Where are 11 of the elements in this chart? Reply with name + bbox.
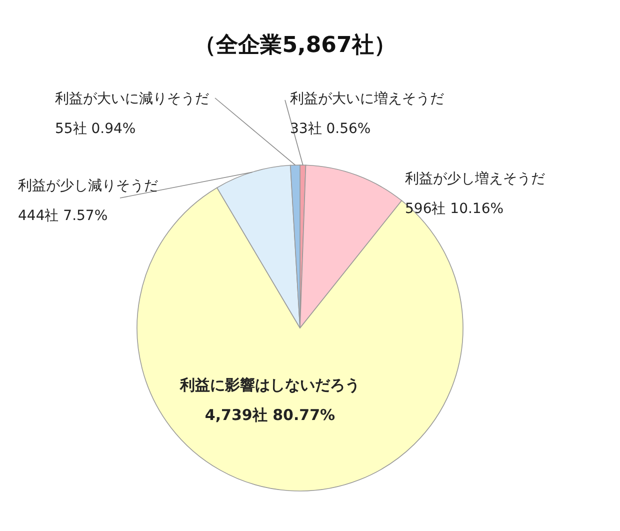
slice-label: 利益が少し減りそうだ — [18, 178, 158, 194]
data-label: 33社 0.56% — [290, 121, 371, 137]
data-label: 4,739社 80.77% — [204, 406, 336, 424]
slice-label: 利益に影響はしないだろう — [179, 376, 360, 394]
slice-label: 利益が大いに減りそうだ — [55, 91, 209, 107]
data-label: 596社 10.16% — [405, 201, 504, 217]
data-label: 444社 7.57% — [18, 208, 108, 224]
data-label: 55社 0.94% — [55, 121, 136, 137]
slice-label: 利益が大いに増えそうだ — [290, 90, 444, 107]
slice-label: 利益が少し増えそうだ — [405, 170, 545, 187]
chart-title: （全企業5,867社） — [194, 33, 396, 58]
